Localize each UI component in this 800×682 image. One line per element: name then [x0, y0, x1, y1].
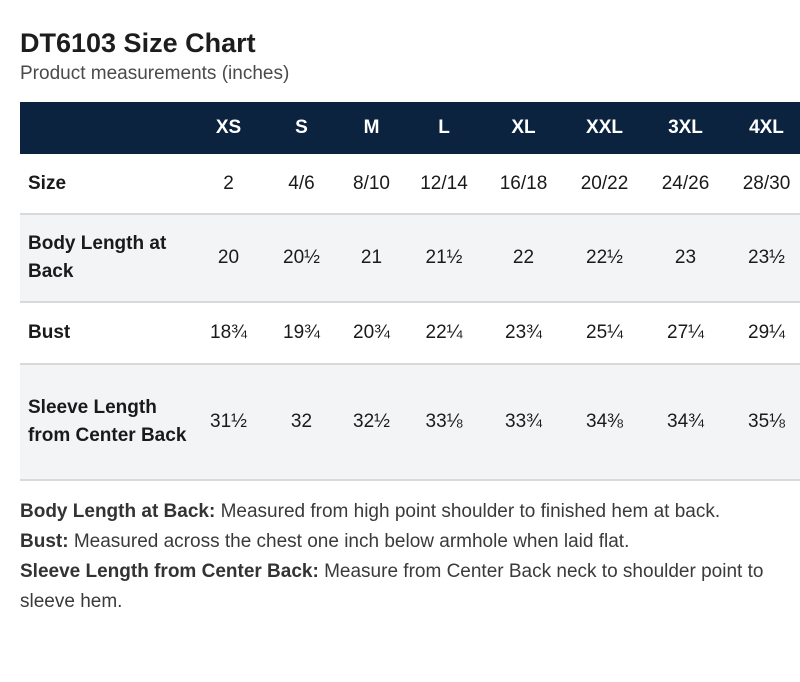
note-term: Sleeve Length from Center Back: — [20, 561, 319, 582]
row-label: Sleeve Length from Center Back — [20, 364, 192, 481]
table-cell: 29¼ — [726, 302, 800, 365]
table-cell: 21 — [338, 214, 405, 303]
note-text: Measure from Center Back neck to shoulde… — [20, 561, 764, 612]
table-cell: 4/6 — [265, 154, 338, 215]
table-cell: 34¾ — [645, 364, 726, 481]
table-cell: 16/18 — [483, 154, 564, 215]
table-cell: 21½ — [405, 214, 483, 303]
table-row-body-length: Body Length at Back 20 20½ 21 21½ 22 22½… — [20, 214, 800, 303]
header-cell-m: M — [363, 117, 380, 138]
header-cell-empty — [20, 102, 192, 154]
measurement-notes: Body Length at Back: Measured from high … — [20, 497, 780, 617]
table-cell: 19¾ — [265, 302, 338, 365]
row-label: Size — [20, 154, 192, 215]
table-cell: 23¾ — [483, 302, 564, 365]
table-cell: 28/30 — [726, 154, 800, 215]
table-cell: 27¼ — [645, 302, 726, 365]
table-cell: 23½ — [726, 214, 800, 303]
row-label: Body Length at Back — [20, 214, 192, 303]
note-text: Measured across the chest one inch below… — [68, 531, 630, 552]
header-cell-3xl: 3XL — [668, 117, 703, 138]
note-text: Measured from high point shoulder to fin… — [215, 501, 721, 522]
table-row-bust: Bust 18¾ 19¾ 20¾ 22¼ 23¾ 25¼ 27¼ 29¼ — [20, 302, 800, 365]
table-cell: 34⅜ — [564, 364, 645, 481]
table-cell: 32½ — [338, 364, 405, 481]
header-cell-4xl: 4XL — [749, 117, 784, 138]
page-subtitle: Product measurements (inches) — [20, 63, 290, 84]
table-cell: 20¾ — [338, 302, 405, 365]
note-term: Bust: — [20, 531, 69, 552]
header-cell-xs: XS — [215, 117, 242, 138]
table-cell: 33⅛ — [405, 364, 483, 481]
size-chart-page: DT6103 Size Chart Product measurements (… — [20, 28, 800, 617]
table-cell: 35⅛ — [726, 364, 800, 481]
header-cell-xxl: XXL — [586, 117, 623, 138]
table-cell: 32 — [265, 364, 338, 481]
table-header-row: XS S M L XL XXL 3XL 4XL — [20, 102, 800, 154]
page-title: DT6103 Size Chart — [20, 28, 256, 58]
table-cell: 22½ — [564, 214, 645, 303]
note-sleeve-length: Sleeve Length from Center Back: Measure … — [20, 557, 780, 617]
row-label: Bust — [20, 302, 192, 365]
header-cell-l: L — [438, 117, 450, 138]
table-cell: 20/22 — [564, 154, 645, 215]
table-cell: 24/26 — [645, 154, 726, 215]
table-cell: 23 — [645, 214, 726, 303]
note-term: Body Length at Back: — [20, 501, 216, 522]
table-cell: 22¼ — [405, 302, 483, 365]
table-row-size: Size 2 4/6 8/10 12/14 16/18 20/22 24/26 … — [20, 154, 800, 215]
table-cell: 2 — [192, 154, 265, 215]
table-cell: 20½ — [265, 214, 338, 303]
table-cell: 22 — [483, 214, 564, 303]
table-row-sleeve-length: Sleeve Length from Center Back 31½ 32 32… — [20, 364, 800, 481]
table-cell: 8/10 — [338, 154, 405, 215]
header-cell-xl: XL — [511, 117, 536, 138]
table-cell: 25¼ — [564, 302, 645, 365]
size-chart-table: XS S M L XL XXL 3XL 4XL Size 2 4/6 8/10 … — [20, 102, 800, 481]
table-cell: 18¾ — [192, 302, 265, 365]
table-cell: 12/14 — [405, 154, 483, 215]
note-bust: Bust: Measured across the chest one inch… — [20, 527, 780, 557]
table-cell: 31½ — [192, 364, 265, 481]
table-cell: 33¾ — [483, 364, 564, 481]
table-cell: 20 — [192, 214, 265, 303]
header-cell-s: S — [295, 117, 308, 138]
note-body-length: Body Length at Back: Measured from high … — [20, 497, 780, 527]
